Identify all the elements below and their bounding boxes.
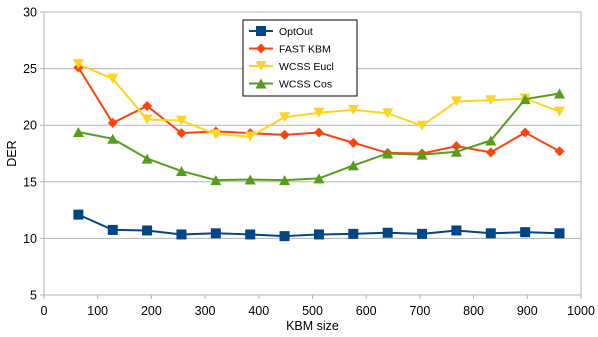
data-point: [485, 95, 497, 106]
legend-label: FAST KBM: [279, 44, 331, 56]
data-point: [348, 228, 359, 239]
x-tick-label: 700: [409, 304, 430, 318]
data-point: [554, 228, 565, 239]
data-point: [279, 175, 291, 186]
y-tick-label: 20: [23, 119, 37, 133]
data-point: [519, 94, 531, 105]
data-point: [313, 229, 324, 240]
data-point: [279, 129, 290, 140]
data-point: [176, 229, 187, 240]
legend-swatch-marker: [255, 61, 267, 71]
x-tick-label: 100: [87, 304, 108, 318]
data-point: [313, 127, 324, 138]
x-tick-label: 200: [141, 304, 162, 318]
data-point: [279, 231, 290, 242]
data-point: [210, 175, 222, 186]
legend-item: OptOut: [249, 26, 313, 38]
axes: [40, 11, 582, 299]
data-point: [313, 173, 325, 184]
data-point: [485, 147, 496, 158]
data-point: [210, 228, 221, 239]
data-point: [142, 100, 153, 111]
legend-swatch-marker: [255, 78, 267, 89]
data-point: [244, 131, 256, 142]
y-tick-label: 15: [23, 175, 37, 189]
data-point: [142, 225, 153, 236]
y-tick-label: 30: [23, 6, 37, 20]
data-point: [141, 114, 153, 125]
data-point: [451, 225, 462, 236]
legend-item: WCSS Cos: [249, 78, 332, 91]
series-group: [72, 59, 566, 242]
legend-item: WCSS Eucl: [249, 61, 334, 73]
data-point: [520, 127, 531, 138]
data-point: [72, 59, 84, 70]
data-point: [382, 227, 393, 238]
series-wcss-cos: [72, 88, 566, 186]
data-point: [141, 153, 153, 164]
data-point: [244, 174, 256, 185]
data-point: [175, 166, 187, 177]
data-point: [451, 141, 462, 152]
data-point: [450, 146, 462, 157]
data-point: [554, 106, 566, 117]
data-point: [279, 112, 291, 123]
x-tick-label: 600: [356, 304, 377, 318]
data-point: [107, 224, 118, 235]
data-point: [416, 120, 428, 131]
data-point: [107, 73, 119, 84]
data-point: [554, 88, 566, 99]
x-tick-label: 500: [302, 304, 323, 318]
data-point: [72, 126, 84, 137]
data-point: [485, 135, 497, 146]
data-point: [176, 128, 187, 139]
data-point: [347, 104, 359, 115]
data-point: [348, 137, 359, 148]
x-tick-label: 300: [195, 304, 216, 318]
x-tick-label: 800: [463, 304, 484, 318]
x-tick-label: 400: [248, 304, 269, 318]
data-point: [417, 228, 428, 239]
x-tick-label: 900: [517, 304, 538, 318]
data-point: [485, 228, 496, 239]
data-point: [107, 117, 118, 128]
y-tick-label: 5: [30, 289, 37, 303]
data-point: [520, 227, 531, 238]
data-point: [210, 129, 222, 140]
y-tick-label: 25: [23, 62, 37, 76]
data-point: [416, 149, 428, 160]
data-point: [347, 160, 359, 171]
series-optout: [73, 209, 565, 242]
legend: OptOut FAST KBM WCSS Eucl WCSS Cos: [242, 19, 358, 97]
data-point: [175, 115, 187, 126]
y-axis-title: DER: [5, 140, 19, 166]
x-axis-title: KBM size: [286, 319, 339, 333]
legend-label: WCSS Eucl: [279, 61, 334, 73]
data-point: [313, 107, 325, 118]
legend-item: FAST KBM: [249, 43, 331, 56]
y-tick-label: 10: [23, 232, 37, 246]
legend-swatch-marker: [256, 43, 266, 54]
data-point: [73, 209, 84, 220]
data-point: [554, 146, 565, 157]
data-point: [382, 148, 394, 159]
data-point: [107, 133, 119, 144]
x-tick-label: 1000: [567, 304, 595, 318]
data-point: [450, 96, 462, 107]
legend-swatch-marker: [256, 26, 266, 36]
data-point: [382, 108, 394, 119]
x-tick-label: 0: [41, 304, 48, 318]
legend-label: OptOut: [279, 26, 313, 38]
series-wcss-eucl: [72, 59, 566, 142]
data-point: [245, 229, 256, 240]
legend-label: WCSS Cos: [279, 79, 332, 91]
